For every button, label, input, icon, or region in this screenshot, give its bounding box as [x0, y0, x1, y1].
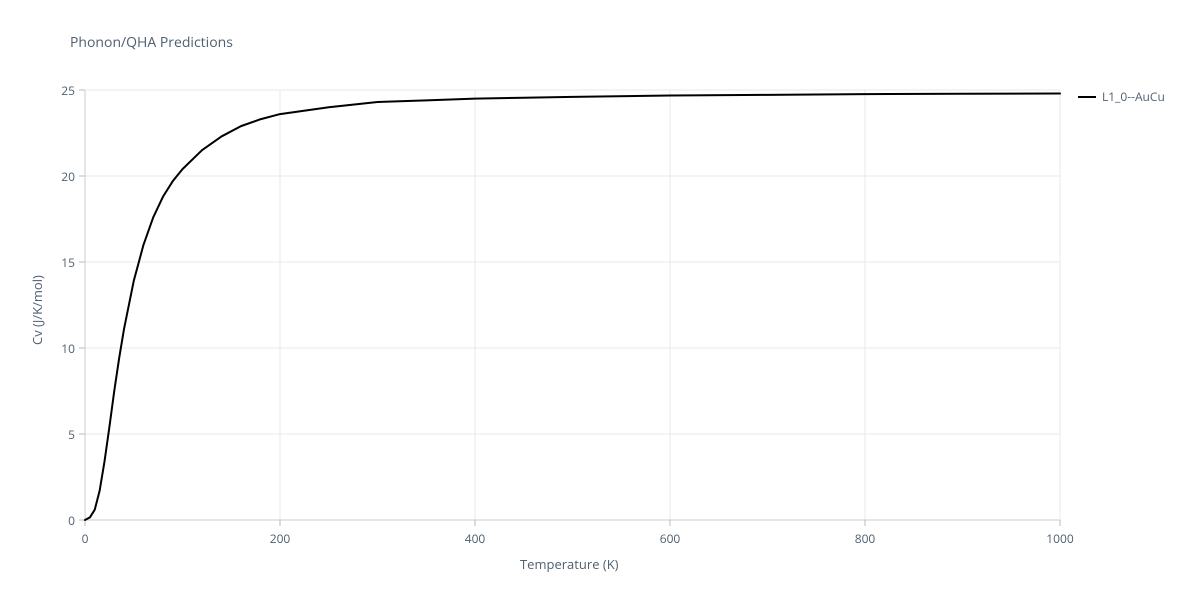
y-axis-label: Cv (J/K/mol) — [28, 275, 46, 345]
y-tick-label: 10 — [45, 340, 75, 357]
y-tick-label: 5 — [45, 426, 75, 443]
x-tick-label: 1000 — [1045, 530, 1075, 547]
y-tick-label: 0 — [45, 512, 75, 529]
y-tick-label: 15 — [45, 254, 75, 271]
legend-line-0 — [1078, 96, 1096, 98]
legend-label-0: L1_0--AuCu — [1102, 88, 1165, 105]
x-axis-label: Temperature (K) — [520, 555, 619, 573]
x-tick-label: 400 — [460, 530, 490, 547]
y-tick-label: 25 — [45, 82, 75, 99]
x-tick-label: 600 — [655, 530, 685, 547]
x-tick-label: 800 — [850, 530, 880, 547]
legend-item-0: L1_0--AuCu — [1078, 88, 1165, 105]
x-tick-label: 0 — [70, 530, 100, 547]
y-tick-label: 20 — [45, 168, 75, 185]
x-tick-label: 200 — [265, 530, 295, 547]
plot-area — [0, 0, 1200, 600]
